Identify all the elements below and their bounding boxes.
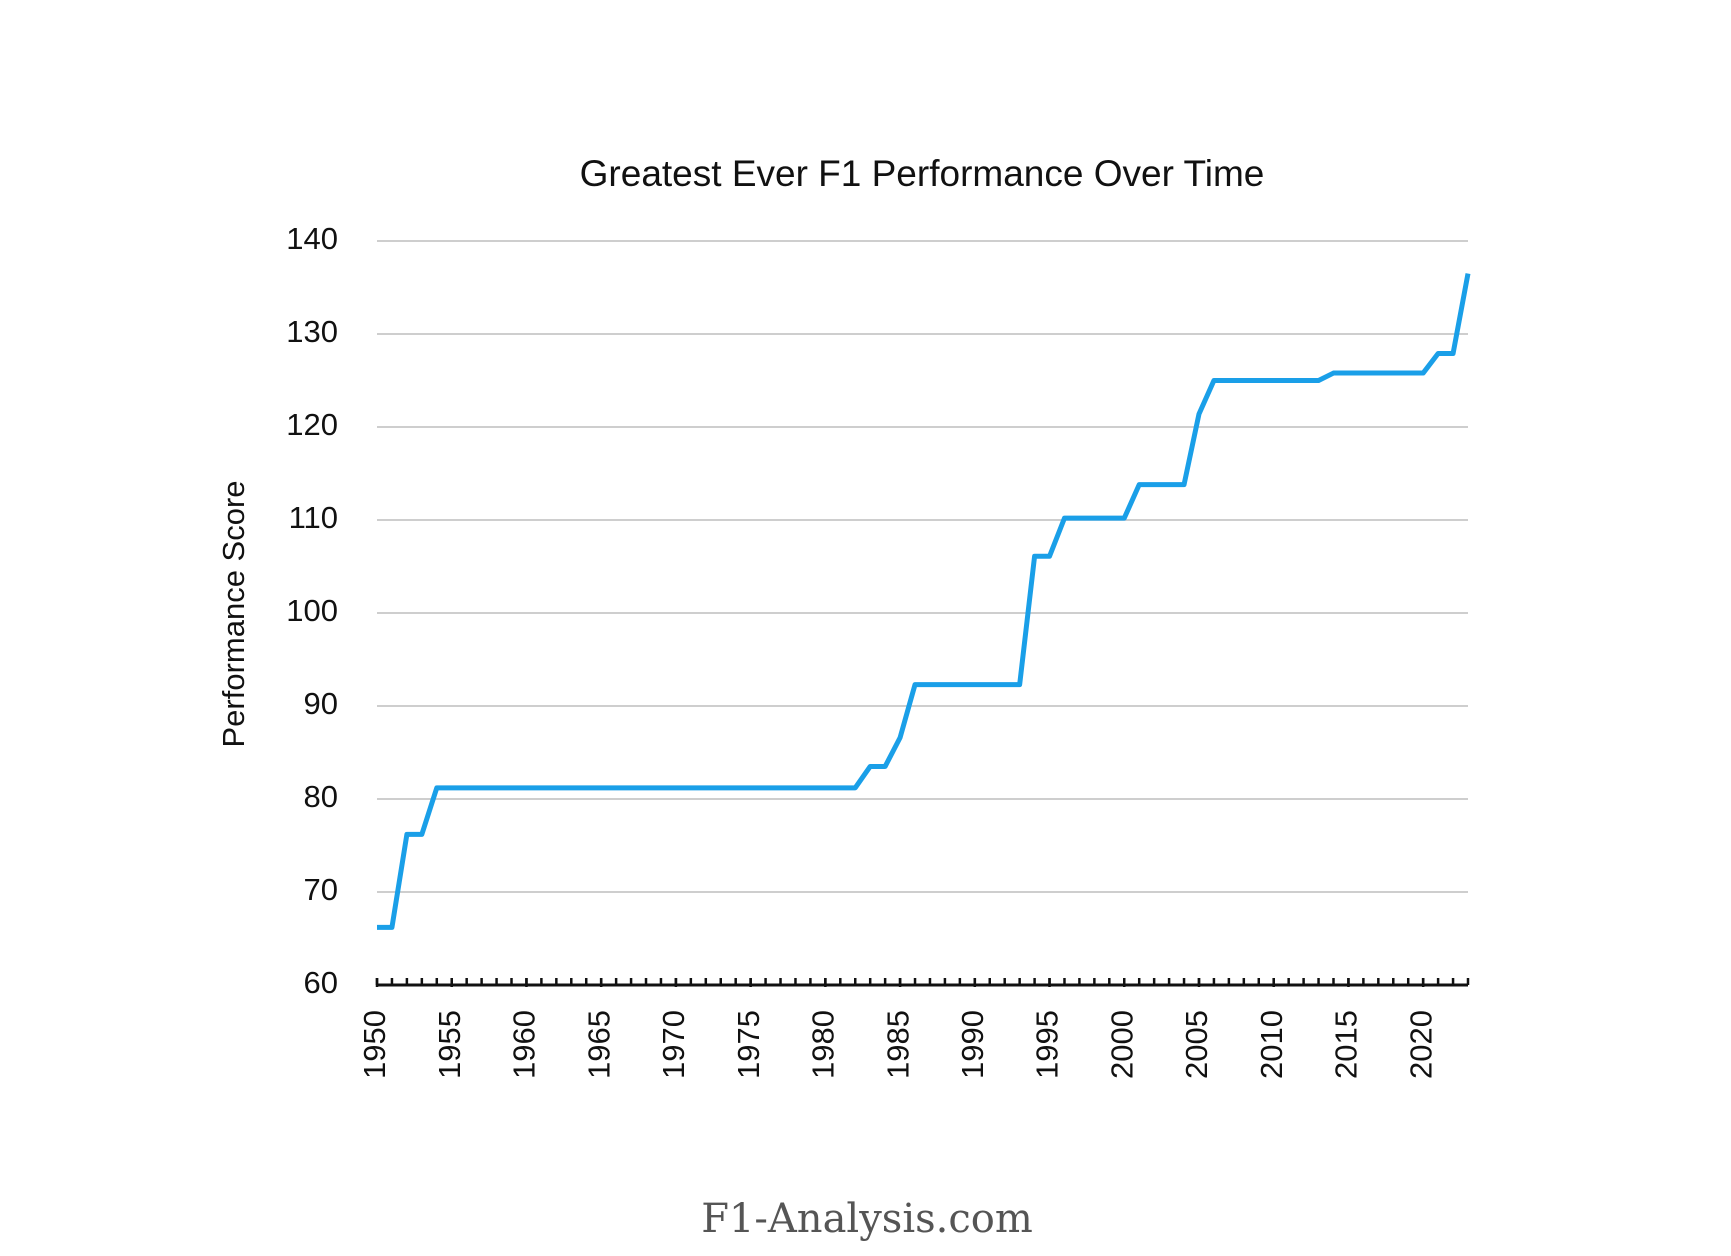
x-tick-label: 2020 <box>1403 1010 1438 1079</box>
x-tick-label: 2010 <box>1254 1010 1289 1079</box>
y-axis-label: Performance Score <box>216 480 251 747</box>
x-tick-label: 1965 <box>581 1010 616 1079</box>
y-tick-label: 100 <box>286 593 338 628</box>
x-tick-label: 1950 <box>357 1010 392 1079</box>
x-tick-label: 2005 <box>1179 1010 1214 1079</box>
y-tick-label: 80 <box>304 779 338 814</box>
y-tick-label: 130 <box>286 314 338 349</box>
x-tick-label: 1995 <box>1030 1010 1065 1079</box>
x-tick-label: 2000 <box>1104 1010 1139 1079</box>
x-tick-label: 1985 <box>880 1010 915 1079</box>
chart-title: Greatest Ever F1 Performance Over Time <box>580 153 1265 194</box>
x-tick-label: 2015 <box>1329 1010 1364 1079</box>
data-line <box>377 273 1471 930</box>
x-tick-label: 1980 <box>806 1010 841 1079</box>
y-tick-label: 110 <box>289 500 338 535</box>
x-tick-label: 1990 <box>955 1010 990 1079</box>
x-tick-label: 1975 <box>731 1010 766 1079</box>
y-tick-label: 70 <box>304 872 338 907</box>
x-tick-label: 1960 <box>507 1010 542 1079</box>
y-tick-label: 90 <box>304 686 338 721</box>
watermark: F1-Analysis.com <box>701 1196 1033 1242</box>
y-tick-label: 140 <box>286 221 338 256</box>
x-tick-label: 1955 <box>432 1010 467 1079</box>
y-tick-label: 120 <box>286 407 338 442</box>
y-tick-label: 60 <box>304 965 338 1000</box>
x-tick-label: 1970 <box>656 1010 691 1079</box>
